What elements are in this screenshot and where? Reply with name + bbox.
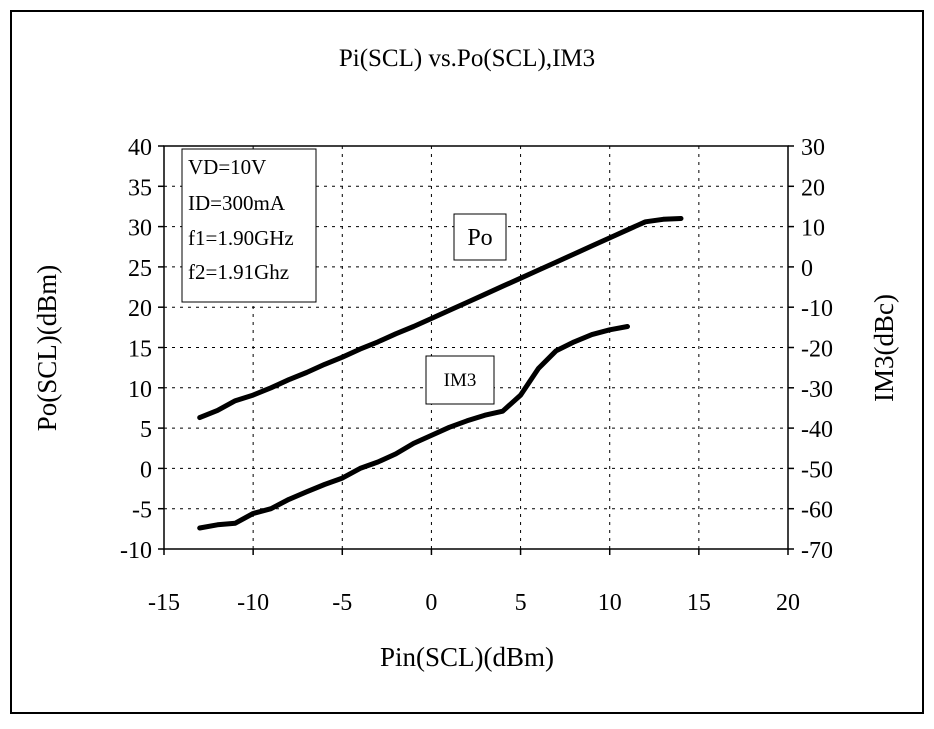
y-tick-label: 40 bbox=[128, 135, 152, 161]
y-axis-title: Po(SCL)(dBm) bbox=[32, 265, 62, 432]
y2-tick-label: -40 bbox=[801, 417, 833, 443]
y2-tick-label: -20 bbox=[801, 337, 833, 363]
series-line-po bbox=[197, 216, 684, 421]
y-tick-label: 15 bbox=[128, 337, 152, 363]
conditions-box-frame bbox=[181, 148, 317, 303]
x-tick-label: 20 bbox=[776, 590, 800, 616]
series-line-im3 bbox=[197, 324, 630, 531]
x-tick-label: 0 bbox=[425, 590, 437, 616]
x-tick-label: -15 bbox=[148, 590, 180, 616]
x-tick-label: -10 bbox=[237, 590, 269, 616]
x-axis-title: Pin(SCL)(dBm) bbox=[380, 642, 554, 672]
chart-title: Pi(SCL) vs.Po(SCL),IM3 bbox=[339, 45, 595, 72]
po-label-text: Po bbox=[467, 225, 492, 251]
y2-tick-label: 30 bbox=[801, 135, 825, 161]
y2-tick-label: -30 bbox=[801, 377, 833, 403]
y2-tick-label: 0 bbox=[801, 256, 813, 282]
y-tick-label: 30 bbox=[128, 216, 152, 242]
y2-tick-label: 10 bbox=[801, 216, 825, 242]
note-id: ID=300mA bbox=[188, 191, 286, 215]
conditions-box: VD=10V ID=300mA f1=1.90GHz f2=1.91Ghz bbox=[181, 148, 317, 303]
po-label-frame bbox=[453, 213, 507, 261]
y-tick-label: -5 bbox=[132, 498, 152, 524]
note-vd: VD=10V bbox=[188, 155, 266, 179]
note-f1: f1=1.90GHz bbox=[188, 226, 294, 250]
x-tick-label: 5 bbox=[515, 590, 527, 616]
note-f2: f2=1.91Ghz bbox=[188, 260, 289, 284]
x-tick-label: -5 bbox=[332, 590, 352, 616]
y2-tick-label: -60 bbox=[801, 498, 833, 524]
y2-tick-label: -70 bbox=[801, 538, 833, 564]
y-tick-label: -10 bbox=[120, 538, 152, 564]
y2-tick-label: 20 bbox=[801, 175, 825, 201]
tick-labels: -15 -10 -5 0 5 10 15 20-10-50510152025303540-70… bbox=[120, 135, 833, 616]
x-tick-label: 10 bbox=[598, 590, 622, 616]
y-tick-label: 20 bbox=[128, 296, 152, 322]
y-tick-label: 5 bbox=[140, 417, 152, 443]
y-tick-label: 25 bbox=[128, 256, 152, 282]
im3-series-label: IM3 bbox=[425, 355, 495, 405]
im3-label-text: IM3 bbox=[444, 370, 477, 391]
y2-tick-label: -50 bbox=[801, 457, 833, 483]
im3-label-frame bbox=[425, 355, 495, 405]
y-tick-label: 10 bbox=[128, 377, 152, 403]
y2-tick-label: -10 bbox=[801, 296, 833, 322]
x-tick-label: 15 bbox=[687, 590, 711, 616]
series-group bbox=[197, 216, 684, 531]
y-tick-label: 0 bbox=[140, 457, 152, 483]
y-tick-label: 35 bbox=[128, 175, 152, 201]
y2-axis-title: IM3(dBc) bbox=[869, 294, 899, 402]
po-series-label: Po bbox=[453, 213, 507, 261]
